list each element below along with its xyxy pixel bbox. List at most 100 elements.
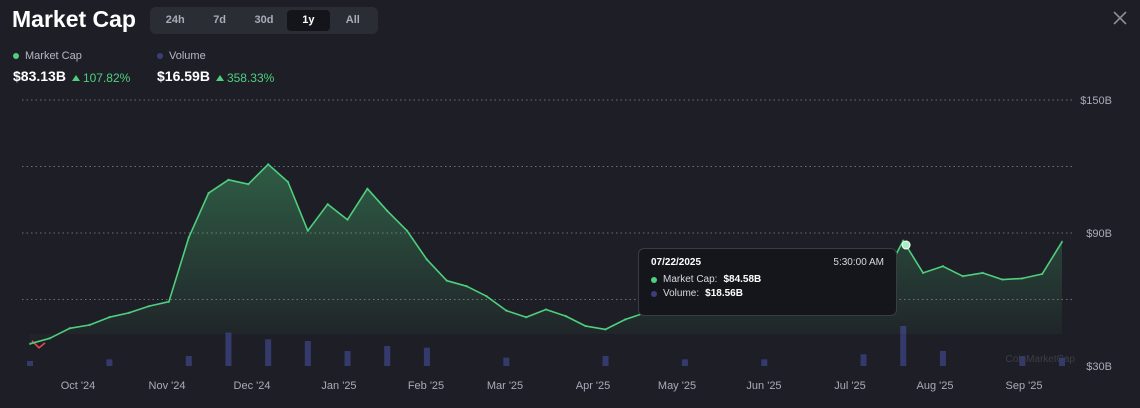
tab-1y[interactable]: 1y	[287, 10, 330, 31]
market-cap-point	[961, 275, 964, 278]
legend-market-cap-label: Market Cap	[25, 50, 82, 62]
market-cap-point	[28, 342, 32, 346]
x-tick-label: Jul '25	[834, 380, 865, 392]
volume-dot-icon	[157, 53, 163, 59]
tab-all[interactable]: All	[345, 14, 360, 26]
highlight-point	[901, 240, 911, 250]
market-cap-point	[266, 163, 270, 166]
volume-bar	[681, 359, 688, 366]
legend-volume: Volume $16.59B 358.33%	[157, 50, 274, 85]
x-tick-label: Feb '25	[408, 380, 444, 392]
market-cap-change-value: 107.82%	[82, 71, 131, 85]
market-cap-point	[88, 323, 91, 327]
market-cap-point	[544, 308, 548, 311]
tab-24h[interactable]: 24h	[165, 14, 185, 26]
tooltip-date: 07/22/2025	[651, 257, 702, 268]
market-cap-point	[346, 218, 349, 221]
market-cap-point	[564, 314, 568, 318]
x-tick-label: May '25	[658, 380, 696, 392]
volume-bar	[503, 357, 510, 366]
market-cap-dot-icon	[13, 53, 19, 59]
chart-tooltip: 07/22/2025 5:30:00 AM Market Cap: $84.58…	[638, 248, 897, 316]
market-cap-point	[207, 191, 210, 195]
market-cap-point	[227, 178, 230, 181]
tooltip-market-cap-dot-icon	[651, 276, 657, 283]
y-tick-label: $150B	[1080, 95, 1112, 107]
tooltip-market-cap-label: Market Cap:	[663, 274, 718, 285]
volume-bar	[185, 356, 192, 366]
x-tick-label: Jun '25	[746, 380, 781, 392]
market-cap-point	[286, 180, 290, 184]
volume-bar	[384, 346, 391, 366]
market-cap-point	[147, 304, 151, 308]
volume-bar	[265, 339, 272, 366]
market-cap-point	[505, 309, 508, 312]
market-cap-change: 107.82%	[71, 71, 131, 85]
volume-bar	[304, 341, 311, 366]
volume-bar	[900, 326, 907, 366]
volume-bar	[761, 359, 768, 366]
up-arrow-icon	[71, 75, 80, 81]
market-cap-point	[485, 294, 488, 298]
x-tick-label: Mar '25	[487, 380, 523, 392]
volume-bar	[602, 356, 609, 366]
tooltip-market-cap-value: $84.58B	[723, 274, 762, 285]
x-tick-label: Oct '24	[61, 380, 96, 392]
market-cap-point	[68, 327, 71, 330]
market-cap-point	[941, 265, 945, 268]
market-cap-point	[921, 271, 925, 275]
volume-bar	[1019, 356, 1026, 366]
market-cap-point	[1060, 240, 1064, 244]
volume-bar	[860, 354, 867, 366]
market-cap-point	[48, 337, 52, 340]
tooltip-volume-label: Volume:	[663, 288, 700, 299]
x-tick-label: Jan '25	[321, 380, 356, 392]
market-cap-value: $83.13B	[13, 68, 66, 84]
x-tick-label: Nov '24	[149, 380, 186, 392]
market-cap-point	[981, 271, 984, 275]
market-cap-point	[584, 324, 587, 328]
market-cap-point	[167, 300, 171, 303]
close-icon[interactable]	[1112, 10, 1128, 26]
market-cap-point	[108, 316, 111, 319]
volume-change-value: 358.33%	[226, 71, 275, 85]
market-cap-point	[1040, 272, 1044, 276]
legend-volume-label: Volume	[169, 50, 206, 62]
x-tick-label: Sep '25	[1006, 380, 1043, 392]
market-cap-point	[465, 285, 468, 288]
volume-bar	[27, 361, 33, 366]
market-cap-point	[247, 183, 250, 186]
market-cap-point	[187, 236, 190, 239]
tooltip-volume-value: $18.56B	[705, 288, 743, 299]
y-tick-label: $30B	[1086, 361, 1112, 373]
x-tick-label: Apr '25	[576, 380, 611, 392]
x-tick-label: Aug '25	[917, 380, 954, 392]
market-cap-point	[604, 328, 607, 331]
volume-bar	[225, 332, 232, 366]
watermark: CoinMarketCap	[1006, 354, 1076, 365]
market-cap-point	[386, 209, 389, 213]
page-title: Market Cap	[12, 6, 136, 32]
market-cap-point	[624, 318, 627, 321]
market-cap-point	[524, 316, 528, 319]
market-cap-point	[405, 229, 409, 232]
market-cap-point	[366, 187, 369, 190]
market-cap-point	[128, 311, 131, 314]
market-cap-point	[425, 258, 429, 261]
tab-7d[interactable]: 7d	[213, 14, 227, 26]
tooltip-time: 5:30:00 AM	[833, 257, 884, 268]
volume-value: $16.59B	[157, 68, 210, 84]
market-cap-point	[306, 229, 310, 232]
volume-bar	[423, 347, 430, 366]
volume-bar	[1059, 357, 1065, 366]
tab-30d[interactable]: 30d	[254, 14, 274, 26]
volume-bar	[106, 359, 113, 366]
up-arrow-icon	[215, 75, 224, 81]
market-cap-area	[30, 164, 1062, 344]
legend-market-cap: Market Cap $83.13B 107.82%	[13, 50, 130, 85]
market-cap-point	[1001, 278, 1004, 281]
volume-bar	[939, 351, 946, 366]
market-cap-point	[1021, 277, 1024, 280]
timeframe-tabs: 24h 7d 30d 1y All	[150, 7, 378, 34]
